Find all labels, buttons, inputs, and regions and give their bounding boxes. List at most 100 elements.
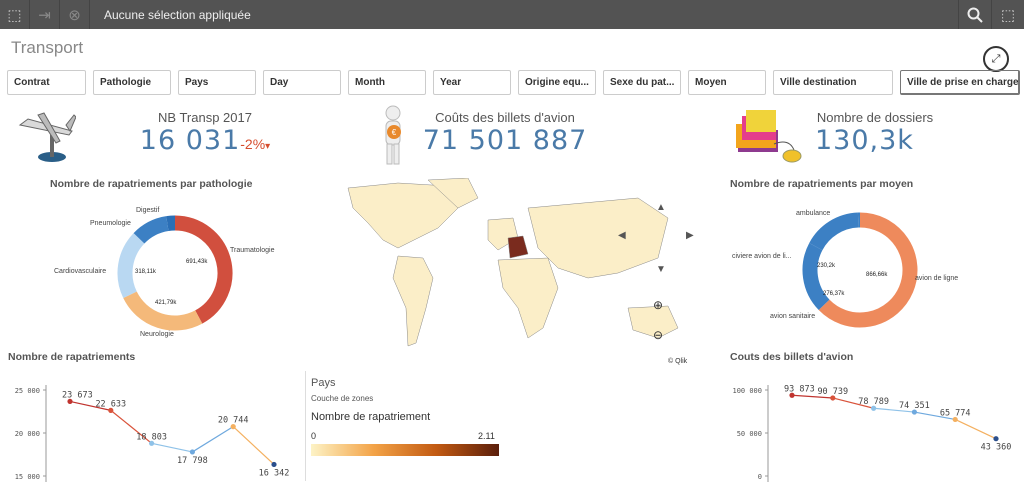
world-map[interactable]: ▲ ◀ ▶ ▼ ⊕ ⊖ © Qlik: [338, 177, 694, 368]
line-point[interactable]: [871, 405, 877, 411]
legend-subtitle: Couche de zones: [311, 394, 374, 403]
line-segment: [110, 409, 152, 444]
donut-slice-pneumologie[interactable]: [133, 216, 169, 244]
filter-ville-destination[interactable]: Ville destination: [773, 70, 893, 95]
line-point[interactable]: [108, 407, 114, 413]
smart-search-icon[interactable]: ⬚: [0, 0, 30, 29]
line-point[interactable]: [952, 416, 958, 423]
line-point[interactable]: [189, 449, 195, 455]
filter-day[interactable]: Day: [263, 70, 341, 95]
clear-selections-icon[interactable]: ⊗: [60, 0, 90, 29]
donut-label: Cardiovasculaire: [54, 268, 107, 275]
map-legend: Pays Couche de zones Nombre de rapatriem…: [305, 371, 530, 481]
chart-title: Nombre de rapatriements par moyen: [730, 178, 914, 190]
line-point[interactable]: [993, 436, 999, 442]
donut-label: ambulance: [796, 210, 831, 217]
donut-slice-traumatologie[interactable]: [174, 215, 233, 324]
moyen-donut[interactable]: [795, 205, 925, 335]
legend-max: 2.11: [478, 431, 495, 441]
donut-slice-avion-de-ligne[interactable]: [818, 212, 918, 328]
data-label: 78 789: [858, 397, 889, 407]
kpi-cost: Coûts des billets d'avion 71 501 887: [420, 110, 590, 156]
fullscreen-icon[interactable]: ⤢: [983, 46, 1009, 72]
line-segment: [151, 442, 193, 453]
person-coin-icon: €: [385, 105, 401, 165]
donut-value: 421,79k: [155, 300, 177, 306]
data-label: 65 774: [940, 408, 971, 418]
filter-sexe[interactable]: Sexe du pat...: [603, 70, 681, 95]
filter-ville-prise-en-charge[interactable]: Ville de prise en charge: [900, 70, 1020, 95]
line-point[interactable]: [67, 398, 73, 405]
chart-title: Nombre de rapatriements par pathologie: [50, 178, 253, 190]
map-pan-up-icon[interactable]: ▲: [656, 202, 666, 213]
kpi-label: NB Transp 2017: [158, 110, 252, 125]
filter-pathologie[interactable]: Pathologie: [93, 70, 171, 95]
pathologie-donut[interactable]: [110, 208, 240, 338]
map-pan-down-icon[interactable]: ▼: [656, 264, 666, 275]
data-label: 93 873: [784, 384, 815, 394]
map-pan-left-icon[interactable]: ◀: [618, 230, 626, 241]
data-label: 18 803: [136, 432, 167, 442]
kpi-value: 16 031: [139, 125, 241, 156]
search-icon[interactable]: [958, 0, 991, 29]
y-tick-label: 50 000: [737, 430, 762, 438]
line-segment: [873, 407, 915, 413]
donut-label: Digestif: [136, 207, 160, 214]
donut-slice-cardiovasculaire[interactable]: [117, 233, 145, 299]
line-segment: [192, 426, 234, 453]
donut-value: 691,43k: [186, 259, 208, 265]
couts-line-chart[interactable]: 100 000 50 000 0 93 873 90 739 78 789 74 351 65…: [730, 376, 1020, 482]
line-point[interactable]: [149, 440, 155, 446]
filter-origine[interactable]: Origine equ...: [518, 70, 596, 95]
kpi-delta: -2%: [240, 136, 266, 152]
line-segment: [232, 426, 275, 465]
folders-mouse-icon: [736, 110, 802, 163]
map-credit: © Qlik: [668, 358, 688, 365]
y-tick-label: 0: [758, 473, 762, 481]
line-point[interactable]: [911, 409, 917, 415]
kpi-value-row: 16 031-2%▾: [120, 125, 290, 156]
filter-contrat[interactable]: Contrat: [7, 70, 86, 95]
donut-slice-civiere-avion-de-li-[interactable]: [809, 212, 859, 251]
line-segment: [832, 397, 874, 409]
line-segment: [791, 394, 833, 399]
map-pan-right-icon[interactable]: ▶: [686, 230, 694, 241]
y-tick-label: 15 000: [15, 473, 40, 481]
line-point[interactable]: [789, 392, 795, 398]
kpi-dossiers: Nombre de dossiers 130,3k: [800, 110, 950, 156]
map-zoom-out-icon[interactable]: ⊖: [653, 328, 664, 342]
donut-value: 276,37k: [823, 291, 845, 297]
step-forward-icon[interactable]: ⇥: [30, 0, 60, 29]
search-glyph: [967, 7, 983, 23]
filter-year[interactable]: Year: [433, 70, 511, 95]
donut-label: civiere avion de li...: [732, 253, 792, 260]
toolbar: ⬚ ⇥ ⊗ Aucune sélection appliquée ⬚: [0, 0, 1024, 29]
y-tick-label: 25 000: [15, 387, 40, 395]
donut-value: 230,2k: [817, 263, 836, 269]
filter-month[interactable]: Month: [348, 70, 426, 95]
selections-tool-icon[interactable]: ⬚: [991, 0, 1024, 29]
data-label: 23 673: [62, 390, 93, 400]
donut-slice-avion-sanitaire[interactable]: [802, 243, 830, 311]
line-segment: [954, 418, 997, 440]
donut-slice-digestif[interactable]: [166, 215, 176, 232]
chart-title: Nombre de rapatriements: [8, 351, 136, 363]
line-point[interactable]: [230, 424, 236, 430]
y-tick-label: 100 000: [732, 387, 762, 395]
donut-slice-neurologie[interactable]: [123, 291, 203, 331]
data-label: 22 633: [95, 399, 126, 409]
map-zoom-in-icon[interactable]: ⊕: [653, 298, 664, 312]
y-tick-label: 20 000: [15, 430, 40, 438]
donut-label: avion de ligne: [915, 275, 959, 282]
kpi-value: 130,3k: [815, 125, 914, 156]
line-segment: [914, 411, 956, 421]
donut-value: 318,11k: [135, 269, 156, 275]
filter-pays[interactable]: Pays: [178, 70, 256, 95]
data-label: 20 744: [218, 416, 249, 426]
line-point[interactable]: [830, 395, 836, 401]
line-point[interactable]: [271, 461, 277, 468]
filter-moyen[interactable]: Moyen: [688, 70, 766, 95]
data-label: 16 342: [259, 468, 290, 478]
selection-status: Aucune sélection appliquée: [104, 7, 251, 22]
